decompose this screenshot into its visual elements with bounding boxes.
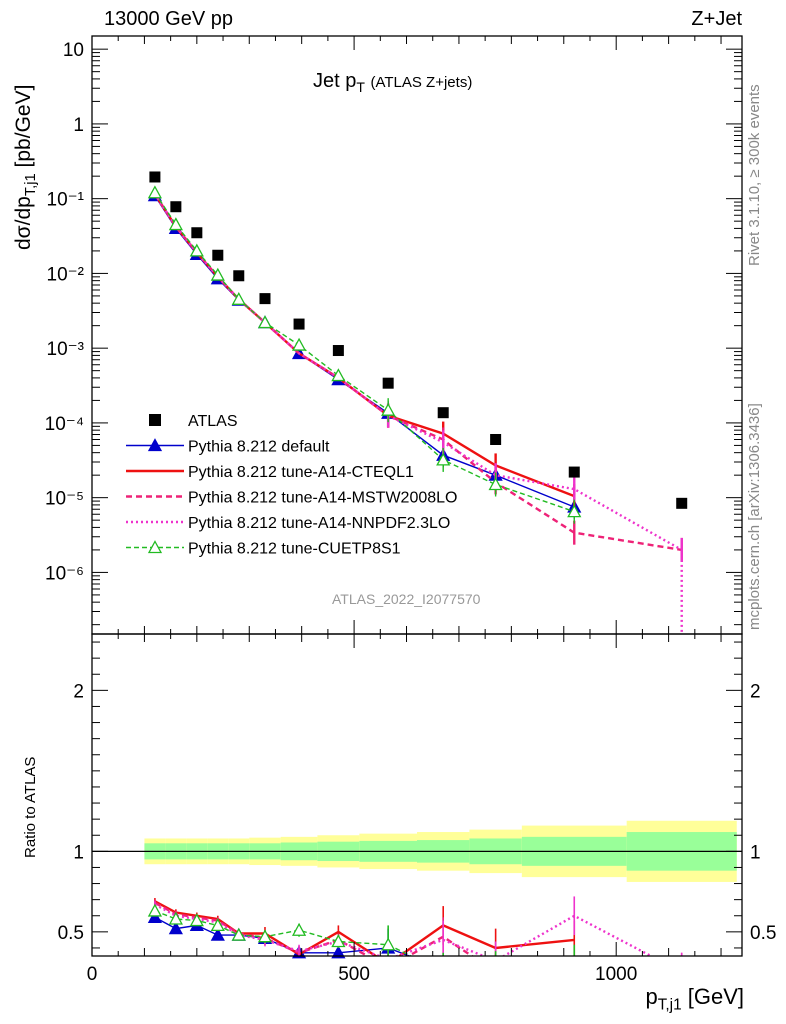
atlas-data-point — [332, 345, 344, 357]
legend: ATLAS Pythia 8.212 default Pythia 8.212 tu… — [126, 413, 457, 558]
legend-label-cteql1: Pythia 8.212 tune-A14-CTEQL1 — [188, 464, 414, 481]
ratio-point-cuetp8s1 — [291, 922, 307, 936]
ratio-point-cuetp8s1 — [210, 918, 225, 932]
atlas-data-point — [293, 318, 305, 330]
atlas-data-point — [490, 433, 502, 445]
ratio-line-cteql1 — [154, 900, 575, 956]
atlas-data-point — [568, 466, 580, 478]
x-tick-label: 0 — [87, 964, 98, 985]
panel-frames — [91, 35, 743, 957]
ratio-y-tick-label-right: 0.5 — [750, 923, 776, 944]
ratio-point-cuetp8s1 — [331, 934, 346, 948]
legend-label-nnpdf: Pythia 8.212 tune-A14-NNPDF2.3LO — [188, 515, 450, 532]
legend-label-mstw: Pythia 8.212 tune-A14-MSTW2008LO — [188, 490, 457, 507]
main-y-tick-label: 10 — [63, 40, 84, 61]
atlas-data-point — [382, 377, 394, 389]
series-line-cuetp8s1 — [154, 192, 575, 513]
x-tick-label: 500 — [338, 964, 370, 985]
legend-marker-cuetp8s1 — [147, 540, 163, 554]
series-point-cuetp8s1 — [567, 504, 582, 518]
ratio-point-default — [168, 921, 183, 935]
main-y-tick-label: 10⁻² — [47, 264, 85, 285]
legend-label-default: Pythia 8.212 default — [188, 439, 330, 456]
atlas-data-point — [259, 293, 271, 305]
legend-label-atlas: ATLAS — [188, 413, 238, 430]
ratio-point-cuetp8s1 — [381, 937, 396, 951]
ratio-point-default — [210, 927, 225, 941]
main-y-tick-label: 10⁻⁶ — [45, 563, 84, 584]
series-line-default — [154, 195, 575, 508]
legend-marker-atlas — [149, 414, 161, 426]
main-y-tick-label: 10⁻⁵ — [45, 489, 84, 510]
ratio-point-cuetp8s1 — [231, 927, 246, 941]
series-point-cuetp8s1 — [436, 452, 451, 466]
ratio-point-cuetp8s1 — [147, 903, 162, 917]
series-point-cuetp8s1 — [210, 267, 225, 281]
header-beam-label: 13000 GeV pp — [104, 8, 233, 30]
main-y-tick-label: 10⁻³ — [47, 339, 85, 360]
series-point-cuetp8s1 — [168, 217, 183, 231]
atlas-data-point — [149, 171, 161, 183]
ratio-line-cuetp8s1 — [154, 910, 413, 956]
main-y-tick-label: 1 — [73, 115, 84, 136]
ratio-uncertainty-bands — [92, 820, 742, 882]
ratio-y-tick-label: 0.5 — [58, 923, 84, 944]
series-point-cuetp8s1 — [488, 477, 503, 491]
ratio-y-tick-label-right: 1 — [750, 842, 761, 863]
ratio-y-tick-label-right: 2 — [750, 681, 761, 702]
mcplots-credit-label: mcplots.cern.ch [arXiv:1306.3436] — [746, 403, 763, 630]
series-point-cuetp8s1 — [147, 185, 162, 199]
axis-ticks: 0 500 1000 10 1 10⁻¹ 10⁻² 10⁻³ 10⁻⁴ 10⁻⁵ 10⁻⁶ 0.5 0.… — [45, 36, 776, 985]
header-process-label: Z+Jet — [691, 8, 742, 30]
x-tick-label: 1000 — [595, 964, 637, 985]
ratio-y-tick-label: 2 — [73, 681, 84, 702]
atlas-data-point — [437, 407, 449, 419]
ratio-y-tick-label: 1 — [73, 842, 84, 863]
atlas-data-point — [212, 249, 224, 261]
main-y-axis-label: dσ/dpT,j1 [pb/GeV] — [12, 84, 40, 250]
series-point-cuetp8s1 — [381, 402, 396, 416]
main-panel-marks — [147, 171, 688, 634]
atlas-data-point — [191, 227, 203, 239]
main-y-tick-label: 10⁻¹ — [47, 190, 85, 211]
series-point-cuetp8s1 — [291, 337, 307, 351]
series-point-cuetp8s1 — [189, 243, 204, 257]
ratio-point-cuetp8s1 — [189, 913, 204, 927]
x-axis-label: pT,j1 [GeV] — [645, 984, 744, 1014]
legend-label-cuetp8s1: Pythia 8.212 tune-CUETP8S1 — [188, 541, 401, 558]
legend-marker-default — [147, 438, 163, 452]
plot-title: Jet pT (ATLAS Z+jets) — [313, 70, 473, 95]
atlas-data-point — [233, 270, 245, 282]
ratio-point-default — [331, 945, 346, 959]
ratio-y-axis-label: Ratio to ATLAS — [22, 756, 39, 858]
rivet-version-label: Rivet 3.1.10, ≥ 300k events — [746, 84, 763, 266]
ratio-panel-frame — [91, 633, 743, 957]
atlas-data-point — [676, 497, 688, 509]
analysis-tag: ATLAS_2022_I2077570 — [332, 591, 481, 607]
series-point-cuetp8s1 — [231, 291, 246, 305]
series-point-cuetp8s1 — [331, 368, 346, 382]
main-y-tick-label: 10⁻⁴ — [45, 414, 84, 435]
ratio-point-cuetp8s1 — [168, 911, 183, 925]
atlas-data-point — [170, 201, 182, 213]
series-line-nnpdf — [153, 193, 683, 551]
ratio-point-cuetp8s1 — [257, 929, 273, 943]
series-point-cuetp8s1 — [257, 315, 273, 329]
ratio-point-default — [147, 910, 162, 924]
